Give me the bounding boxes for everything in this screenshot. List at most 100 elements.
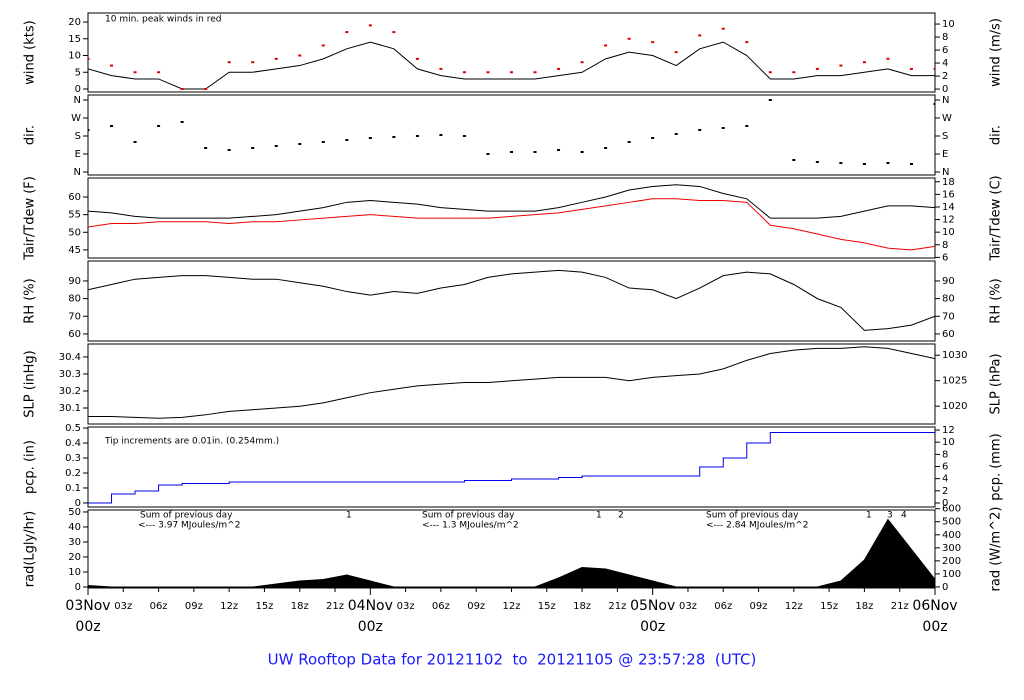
series-group	[88, 184, 935, 251]
data-point	[721, 27, 725, 30]
annotation: 2	[618, 511, 624, 521]
data-point	[792, 71, 796, 74]
y-axis-label: RH (%)	[23, 278, 38, 323]
x-tick-sublabel: 00z	[640, 619, 665, 635]
y-tick-label: 30.3	[59, 369, 81, 380]
data-point	[604, 44, 608, 47]
data-point	[274, 145, 278, 147]
data-point	[651, 137, 655, 139]
data-point	[768, 99, 772, 101]
annotation: Sum of previous day	[140, 511, 233, 521]
x-tick-sublabel: 00z	[75, 619, 100, 635]
x-minor-tick-label: 06z	[432, 601, 450, 612]
y-tick-label: 70	[68, 311, 81, 322]
data-point	[815, 161, 819, 163]
y2-tick-label: S	[942, 131, 948, 142]
data-point	[745, 125, 749, 127]
data-point	[298, 54, 302, 57]
panel-frame	[87, 177, 936, 259]
x-minor-tick-label: 18z	[291, 601, 309, 612]
data-point	[533, 151, 537, 153]
y2-tick-label: 90	[942, 276, 955, 287]
y2-axis-label: rad (W/m^2)	[989, 507, 1004, 592]
y-tick-label: 30.1	[59, 403, 81, 414]
data-point	[533, 71, 537, 74]
y2-axis-label: pcp. (mm)	[989, 433, 1004, 500]
y-tick-label: W	[71, 113, 81, 124]
x-minor-tick-label: 03z	[114, 601, 132, 612]
y-tick-label: 30	[68, 537, 81, 548]
x-tick-label: 05Nov	[630, 598, 675, 614]
data-point	[298, 143, 302, 145]
y2-tick-label: 400	[942, 530, 961, 541]
y2-tick-label: 8	[942, 240, 948, 251]
y2-tick-label: 10	[942, 437, 955, 448]
y2-tick-label: 6	[942, 462, 948, 473]
data-point	[251, 61, 255, 64]
data-point	[88, 57, 90, 60]
y-tick-label: 40	[68, 522, 81, 533]
data-point	[133, 141, 137, 143]
y2-tick-label: 16	[942, 189, 955, 200]
y-axis-label: SLP (inHg)	[23, 350, 38, 418]
y-tick-label: 45	[68, 245, 81, 256]
y-tick-label: 5	[75, 67, 81, 78]
data-point	[415, 135, 419, 137]
data-point	[439, 67, 443, 70]
data-point	[415, 57, 419, 60]
data-point	[674, 51, 678, 54]
y2-tick-label: 2	[942, 71, 948, 82]
data-point	[251, 147, 255, 149]
y-axis-label: rad(Lgly/hr)	[23, 511, 38, 587]
data-point	[180, 87, 184, 90]
data-point	[439, 134, 443, 136]
data-point	[933, 67, 935, 70]
y2-axis-label: RH (%)	[989, 278, 1004, 323]
data-point	[133, 71, 137, 74]
data-point	[698, 129, 702, 131]
y2-tick-label: 1030	[942, 350, 967, 361]
data-point	[721, 127, 725, 129]
data-point	[886, 57, 890, 60]
annotation: 1	[866, 511, 872, 521]
data-point	[698, 34, 702, 37]
y2-tick-label: 0	[942, 582, 948, 593]
data-point	[745, 41, 749, 44]
series-group	[88, 269, 935, 331]
series-group	[88, 99, 935, 165]
y2-tick-label: 1025	[942, 376, 967, 387]
x-tick-sublabel: 00z	[922, 619, 947, 635]
y2-tick-label: 80	[942, 294, 955, 305]
data-point	[368, 137, 372, 139]
y2-tick-label: 6	[942, 45, 948, 56]
y-axis-label: Tair/Tdew (F)	[23, 176, 38, 261]
data-point	[462, 135, 466, 137]
y-tick-label: 20	[68, 17, 81, 28]
data-point	[227, 61, 231, 64]
x-minor-tick-label: 09z	[750, 601, 768, 612]
data-point	[557, 149, 561, 151]
x-tick-label: 06Nov	[912, 598, 957, 614]
y-axis-label: wind (kts)	[23, 20, 38, 84]
y-tick-label: 10	[68, 567, 81, 578]
series-group	[88, 24, 935, 90]
panel-frame	[87, 343, 936, 425]
data-point	[88, 129, 90, 131]
y2-tick-label: 60	[942, 329, 955, 340]
y-tick-label: 80	[68, 294, 81, 305]
panel-frame	[87, 12, 936, 93]
y-tick-label: 50	[68, 507, 81, 518]
y-tick-label: 30.4	[59, 352, 81, 363]
y2-tick-label: N	[942, 167, 949, 178]
data-point	[392, 136, 396, 138]
x-minor-tick-label: 09z	[185, 601, 203, 612]
x-minor-tick-label: 15z	[538, 601, 556, 612]
data-point	[580, 61, 584, 64]
y-tick-label: 0.2	[65, 468, 81, 479]
annotation: <--- 2.84 MJoules/m^2	[706, 521, 808, 531]
data-point	[392, 31, 396, 34]
